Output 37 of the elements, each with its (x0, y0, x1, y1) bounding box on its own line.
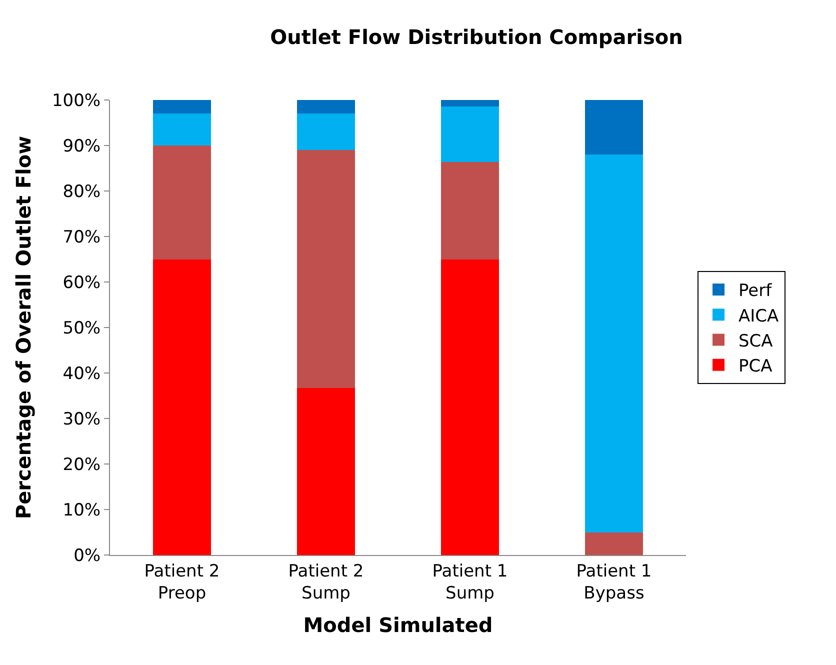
y-axis-title: Percentage of Overall Outlet Flow (11, 136, 36, 520)
bar (153, 100, 211, 114)
bar (297, 114, 355, 150)
bar (441, 259, 499, 555)
bar (153, 114, 211, 146)
y-tick-label: 100% (52, 90, 101, 111)
bar (441, 106, 499, 162)
bar (153, 259, 211, 555)
x-tick-label: Patient 2 Preop (144, 561, 220, 604)
y-tick-label: 50% (62, 318, 101, 338)
bar (441, 162, 499, 260)
legend-label: AICA (738, 306, 780, 326)
bar (297, 150, 355, 388)
bar (297, 100, 355, 114)
bar (585, 100, 643, 155)
y-tick-label: 0% (74, 546, 101, 566)
y-tick-label: 60% (62, 272, 101, 293)
chart-title: Outlet Flow Distribution Comparison (270, 24, 683, 49)
x-tick-label: Patient 2 Sump (288, 561, 364, 604)
y-tick-label: 20% (62, 454, 101, 475)
bar (585, 532, 643, 555)
x-axis-title: Model Simulated (303, 613, 493, 637)
y-tick-label: 70% (62, 227, 101, 248)
y-tick-label: 10% (62, 500, 101, 520)
y-tick-label: 80% (62, 182, 101, 202)
y-tick-label: 30% (62, 409, 101, 430)
legend-label: Perf (738, 281, 773, 302)
y-tick-label: 40% (62, 364, 101, 384)
x-tick-label: Patient 1 Sump (432, 561, 508, 604)
y-tick-label: 90% (62, 136, 101, 156)
bar (585, 154, 643, 532)
legend-label: PCA (738, 356, 773, 376)
bar (441, 100, 499, 106)
bar (297, 388, 355, 555)
x-tick-label: Patient 1 Bypass (576, 561, 652, 604)
legend-label: SCA (738, 331, 774, 352)
bar (153, 146, 211, 260)
